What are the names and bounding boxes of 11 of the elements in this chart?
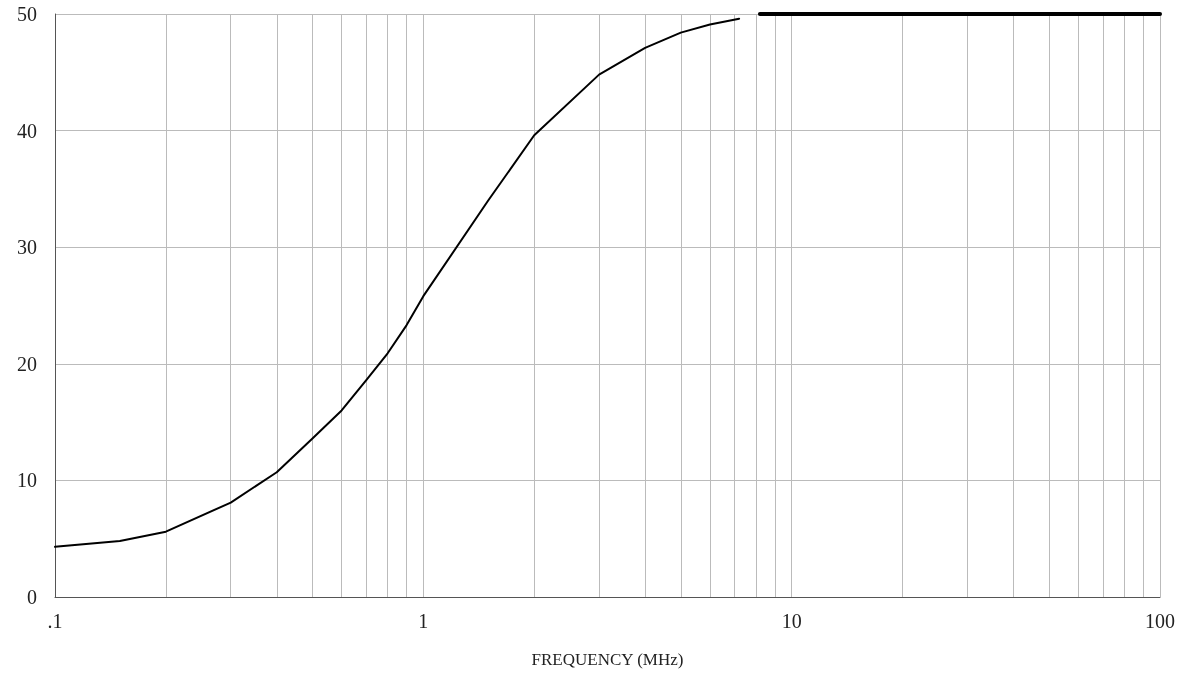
y-tick-label: 50: [17, 3, 37, 25]
x-tick-label: 10: [781, 610, 802, 632]
y-tick-label: 0: [27, 586, 37, 608]
y-tick-label: 10: [17, 469, 37, 492]
y-tick-label: 30: [17, 236, 37, 259]
x-tick-label: .1: [47, 610, 63, 632]
y-tick-label: 20: [17, 352, 37, 375]
x-tick-label: 100: [1145, 610, 1175, 632]
x-tick-label: 1: [418, 610, 429, 632]
x-axis-title: FREQUENCY (MHz): [531, 650, 684, 669]
y-tick-label: 40: [17, 119, 37, 142]
